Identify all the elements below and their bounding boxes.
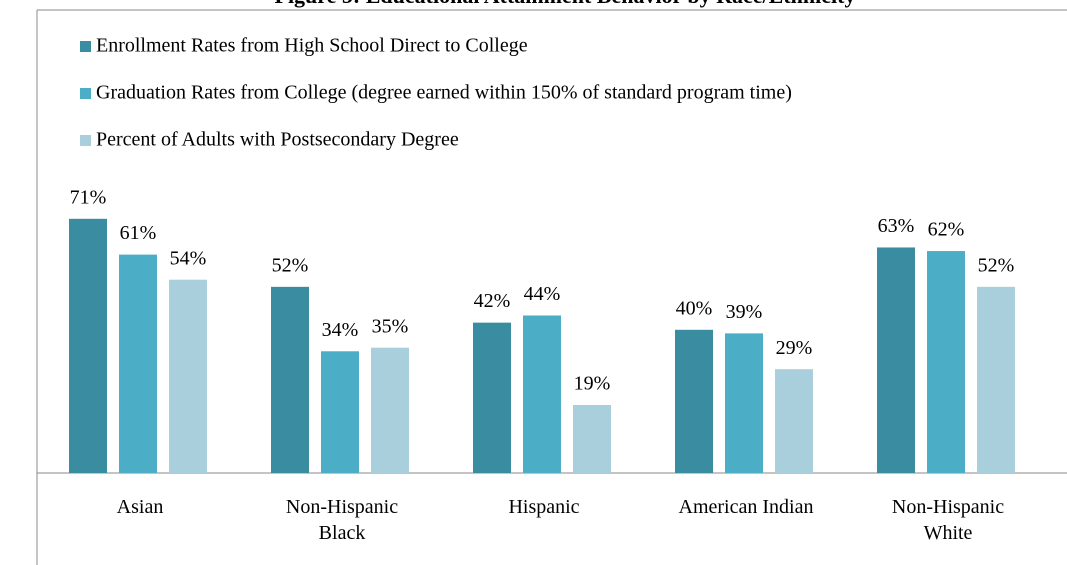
legend-label: Graduation Rates from College (degree ea…: [96, 82, 792, 104]
bar: [877, 247, 915, 473]
legend-label: Percent of Adults with Postsecondary Deg…: [96, 129, 459, 151]
value-label: 44%: [524, 283, 561, 305]
bar: [371, 347, 409, 473]
value-label: 19%: [574, 373, 611, 395]
bar: [573, 404, 611, 473]
value-label: 52%: [272, 254, 309, 276]
bar: [473, 322, 511, 473]
value-label: 54%: [170, 247, 207, 269]
x-tick-label: Non-Hispanic White: [891, 496, 1005, 544]
value-label: 42%: [474, 290, 511, 312]
value-label: 61%: [120, 222, 157, 244]
legend-swatch: [80, 88, 91, 99]
bar: [675, 329, 713, 473]
legend-label: Enrollment Rates from High School Direct…: [96, 35, 528, 57]
bar: [119, 254, 157, 473]
x-tick-label: Hispanic: [508, 496, 580, 518]
bar: [321, 351, 359, 473]
bar: [725, 333, 763, 473]
bar: [169, 279, 207, 473]
x-tick-label: Asian: [116, 496, 164, 518]
x-tick-label: American Indian: [678, 496, 814, 518]
legend-swatch: [80, 41, 91, 52]
bar: [927, 251, 965, 473]
value-label: 52%: [978, 254, 1015, 276]
value-label: 62%: [928, 219, 965, 241]
bar: [69, 218, 107, 473]
value-label: 40%: [676, 297, 713, 319]
bar: [523, 315, 561, 473]
value-label: 35%: [372, 315, 409, 337]
value-label: 63%: [878, 215, 915, 237]
bar: [775, 369, 813, 473]
chart-title: Figure 5: Educational Attainment Behavio…: [275, 0, 856, 8]
value-label: 71%: [70, 186, 107, 208]
legend-swatch: [80, 135, 91, 146]
value-label: 29%: [776, 337, 813, 359]
bar: [271, 286, 309, 473]
bar: [977, 286, 1015, 473]
value-label: 34%: [322, 319, 359, 341]
value-label: 39%: [726, 301, 763, 323]
x-tick-label: Non-Hispanic Black: [285, 496, 399, 544]
